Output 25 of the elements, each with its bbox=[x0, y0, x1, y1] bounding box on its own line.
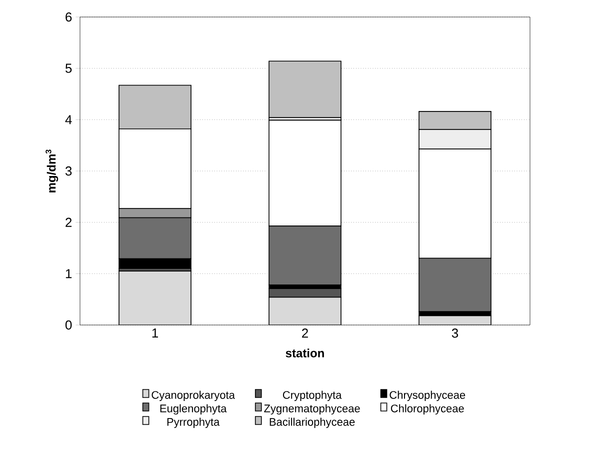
bar bbox=[268, 288, 342, 298]
legend-label: Cyanoprokaryota bbox=[152, 390, 235, 402]
legend-label: Chrysophyceae bbox=[390, 390, 466, 402]
bar bbox=[268, 296, 342, 325]
y-tick-label: 3 bbox=[65, 166, 72, 176]
bar bbox=[418, 315, 492, 325]
y-tick-label: 5 bbox=[65, 64, 72, 73]
y-tick-label: 0 bbox=[65, 320, 72, 330]
y-tick-label: 1 bbox=[66, 269, 72, 278]
y-tick-label: 2 bbox=[66, 218, 72, 227]
x-tick-label: 3 bbox=[452, 328, 458, 338]
x-tick-label: 1 bbox=[152, 328, 158, 338]
y-tick-label: 4 bbox=[65, 115, 72, 124]
legend-label: Zygnematophyceae bbox=[264, 404, 360, 415]
legend-label: Euglenophyta bbox=[160, 404, 227, 415]
bar bbox=[268, 60, 342, 118]
y-axis-title: mg/dm$^{3}$ bbox=[46, 150, 58, 192]
y-tick-label: 6 bbox=[66, 12, 72, 22]
legend-label: Bacillariophyceae bbox=[270, 418, 355, 428]
x-axis-title: station bbox=[286, 348, 324, 358]
legend-label: Pyrrophyta bbox=[167, 418, 220, 428]
bar bbox=[118, 270, 192, 325]
legend-label: Chlorophyceae bbox=[390, 404, 464, 415]
x-tick-label: 2 bbox=[302, 328, 308, 338]
legend-label: Cryptophyta bbox=[282, 390, 342, 402]
